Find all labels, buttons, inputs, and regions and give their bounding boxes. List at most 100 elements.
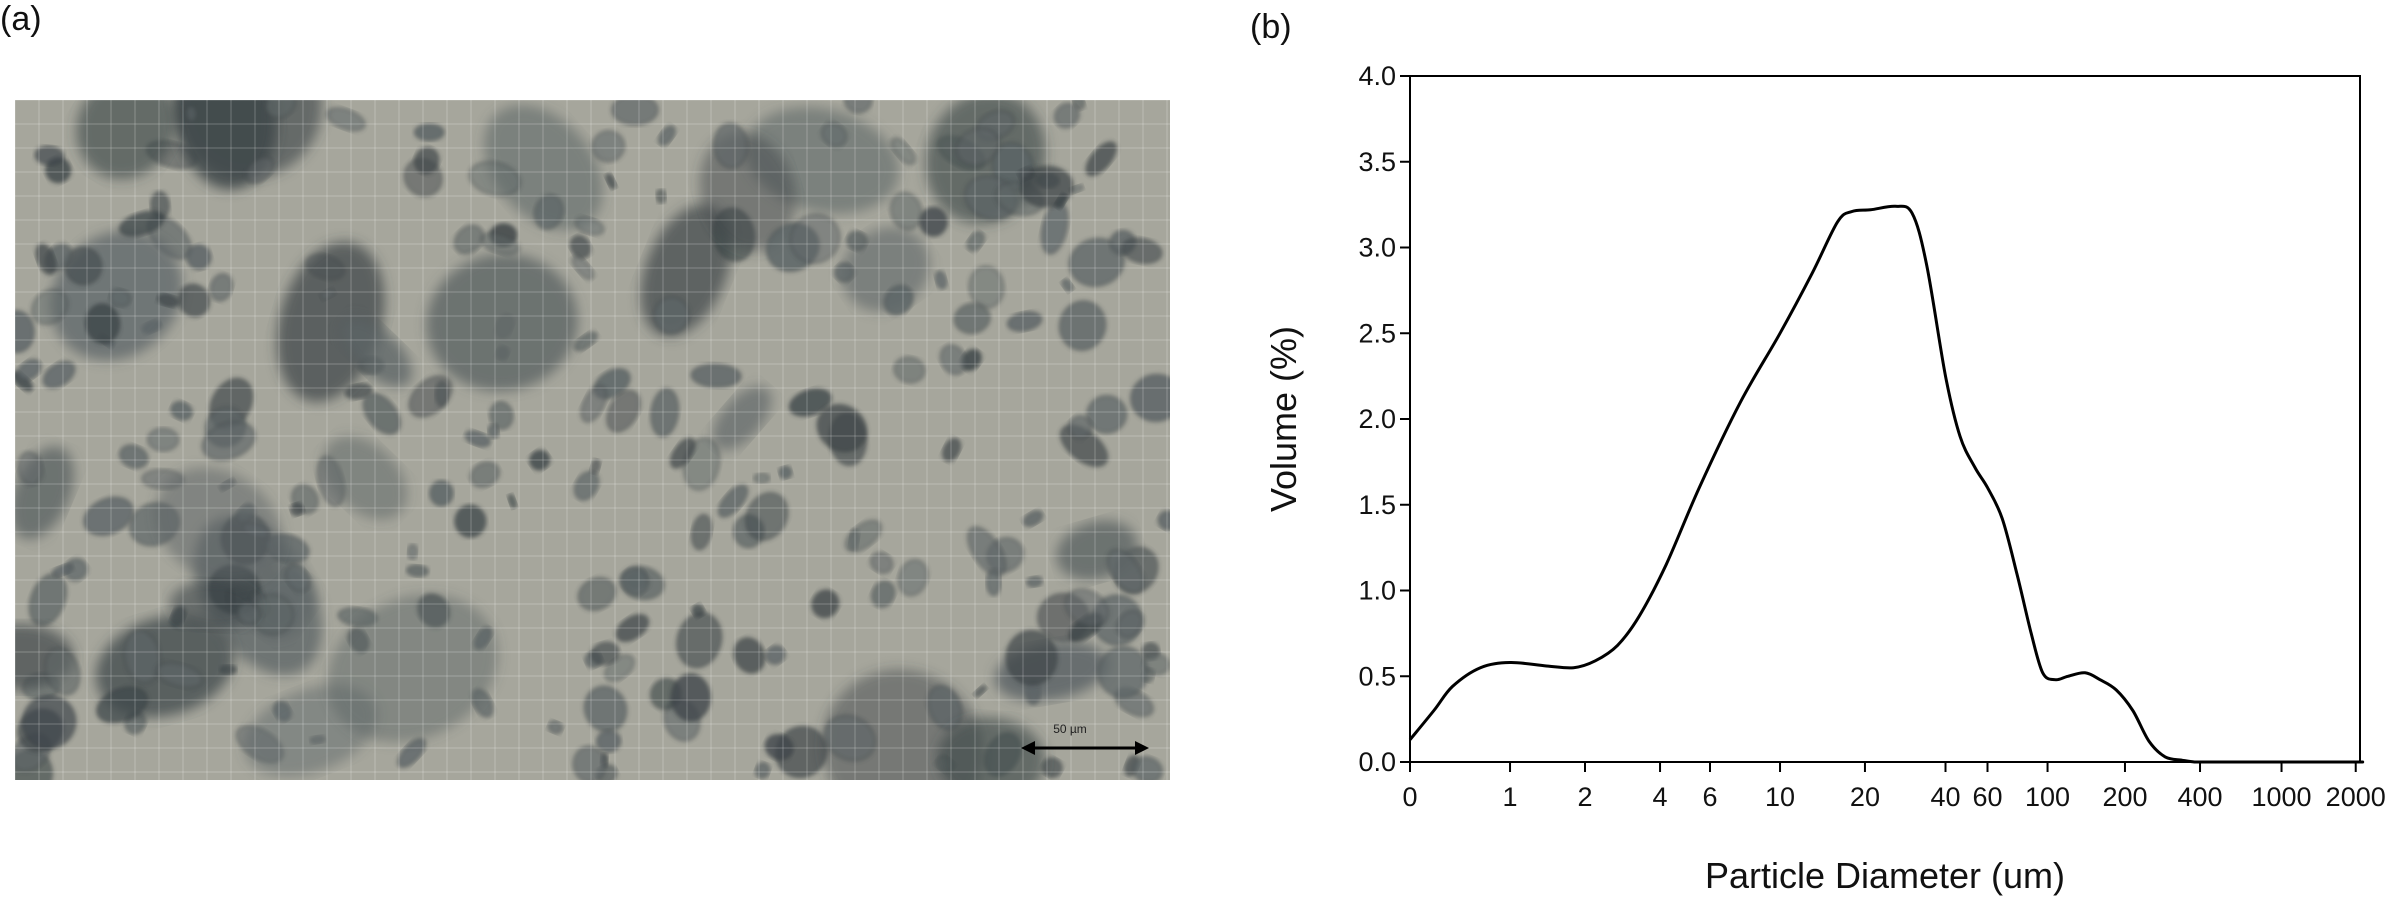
y-tick-label: 3.0 (1358, 233, 1396, 263)
panel-label-a: (a) (0, 0, 42, 38)
particle (690, 363, 742, 388)
particle (64, 246, 103, 286)
particle (821, 122, 848, 148)
particle (670, 673, 712, 722)
x-tick-label: 2000 (2326, 782, 2386, 812)
particle (569, 235, 592, 259)
particle (788, 388, 832, 417)
micrograph-particles (15, 100, 1170, 780)
particle (21, 694, 77, 750)
particle (1061, 278, 1074, 293)
particle (650, 388, 680, 438)
particle (468, 161, 521, 197)
particle (155, 661, 204, 689)
particle (985, 568, 1002, 597)
particle (429, 480, 454, 507)
particle (843, 100, 873, 114)
particle (1086, 395, 1128, 434)
particle (1067, 415, 1093, 440)
particle (15, 310, 35, 354)
particle (118, 210, 165, 237)
particle (109, 288, 132, 308)
particle (1085, 141, 1117, 177)
particle (454, 504, 487, 538)
particle (245, 156, 274, 184)
particle (891, 137, 916, 165)
particle (621, 567, 650, 596)
particle (76, 100, 176, 179)
particle (85, 303, 121, 344)
particle (717, 484, 749, 518)
y-tick-label: 0.5 (1358, 661, 1396, 691)
particle (1054, 102, 1080, 129)
particle (574, 216, 605, 236)
micrograph-image: 50 µm (15, 100, 1170, 780)
particle (489, 401, 514, 430)
particle (453, 224, 484, 255)
particle (590, 458, 601, 475)
particle (323, 437, 407, 519)
particle (507, 493, 518, 509)
particle (96, 686, 148, 724)
particle (823, 714, 876, 762)
particle-size-chart: 0.0 0.5 1.0 1.5 2.0 2.5 3.0 3.5 4.0 0 1 2 4 6 10 20 40 6… (1263, 61, 2386, 896)
particle (934, 270, 948, 290)
particle (572, 745, 607, 780)
x-tick-label: 2 (1577, 782, 1592, 812)
micrograph-grid (15, 100, 1170, 780)
y-tick-label: 2.0 (1358, 404, 1396, 434)
particle (966, 231, 985, 252)
y-tick-label: 1.0 (1358, 576, 1396, 606)
particle (487, 423, 500, 439)
particle (927, 685, 963, 731)
particle (326, 107, 366, 132)
particle (1106, 549, 1145, 594)
particle (745, 492, 789, 541)
x-tick-label: 1 (1503, 782, 1518, 812)
particle (83, 496, 134, 536)
particle (691, 513, 713, 551)
particle (52, 563, 74, 577)
particle (319, 288, 336, 301)
particle (941, 437, 962, 462)
particle (35, 243, 57, 276)
particle (236, 602, 261, 625)
particle (577, 577, 616, 611)
particle (170, 401, 193, 421)
particle (893, 356, 926, 384)
x-axis: 0 1 2 4 6 10 20 40 60 100 200 400 1000 2000 (1402, 762, 2386, 812)
x-tick-label: 60 (1972, 782, 2002, 812)
particle (937, 717, 1046, 780)
particle (156, 293, 180, 308)
x-tick-label: 400 (2177, 782, 2222, 812)
particle (177, 283, 211, 318)
particle (426, 254, 578, 391)
particle (201, 421, 256, 461)
x-tick-label: 0 (1402, 782, 1417, 812)
particle (939, 344, 968, 376)
particle (1131, 756, 1163, 780)
particle (590, 641, 620, 666)
particle (413, 123, 445, 142)
particle (1058, 300, 1107, 351)
particle (1017, 166, 1034, 181)
particle (571, 255, 594, 280)
particle (754, 762, 771, 779)
particle (1157, 510, 1170, 531)
volume-distribution-line (1408, 204, 2365, 764)
particle (156, 468, 282, 584)
particle (658, 125, 676, 146)
particle (328, 595, 497, 741)
particle (1026, 575, 1043, 588)
x-tick-label: 1000 (2251, 782, 2311, 812)
particle (1121, 237, 1163, 265)
particle (469, 461, 500, 488)
particle (17, 451, 44, 486)
x-tick-label: 10 (1765, 782, 1795, 812)
particle (547, 720, 564, 735)
particle (676, 612, 723, 669)
particle (397, 738, 426, 768)
particle (147, 427, 180, 452)
particle (405, 564, 430, 578)
particle (653, 296, 690, 334)
